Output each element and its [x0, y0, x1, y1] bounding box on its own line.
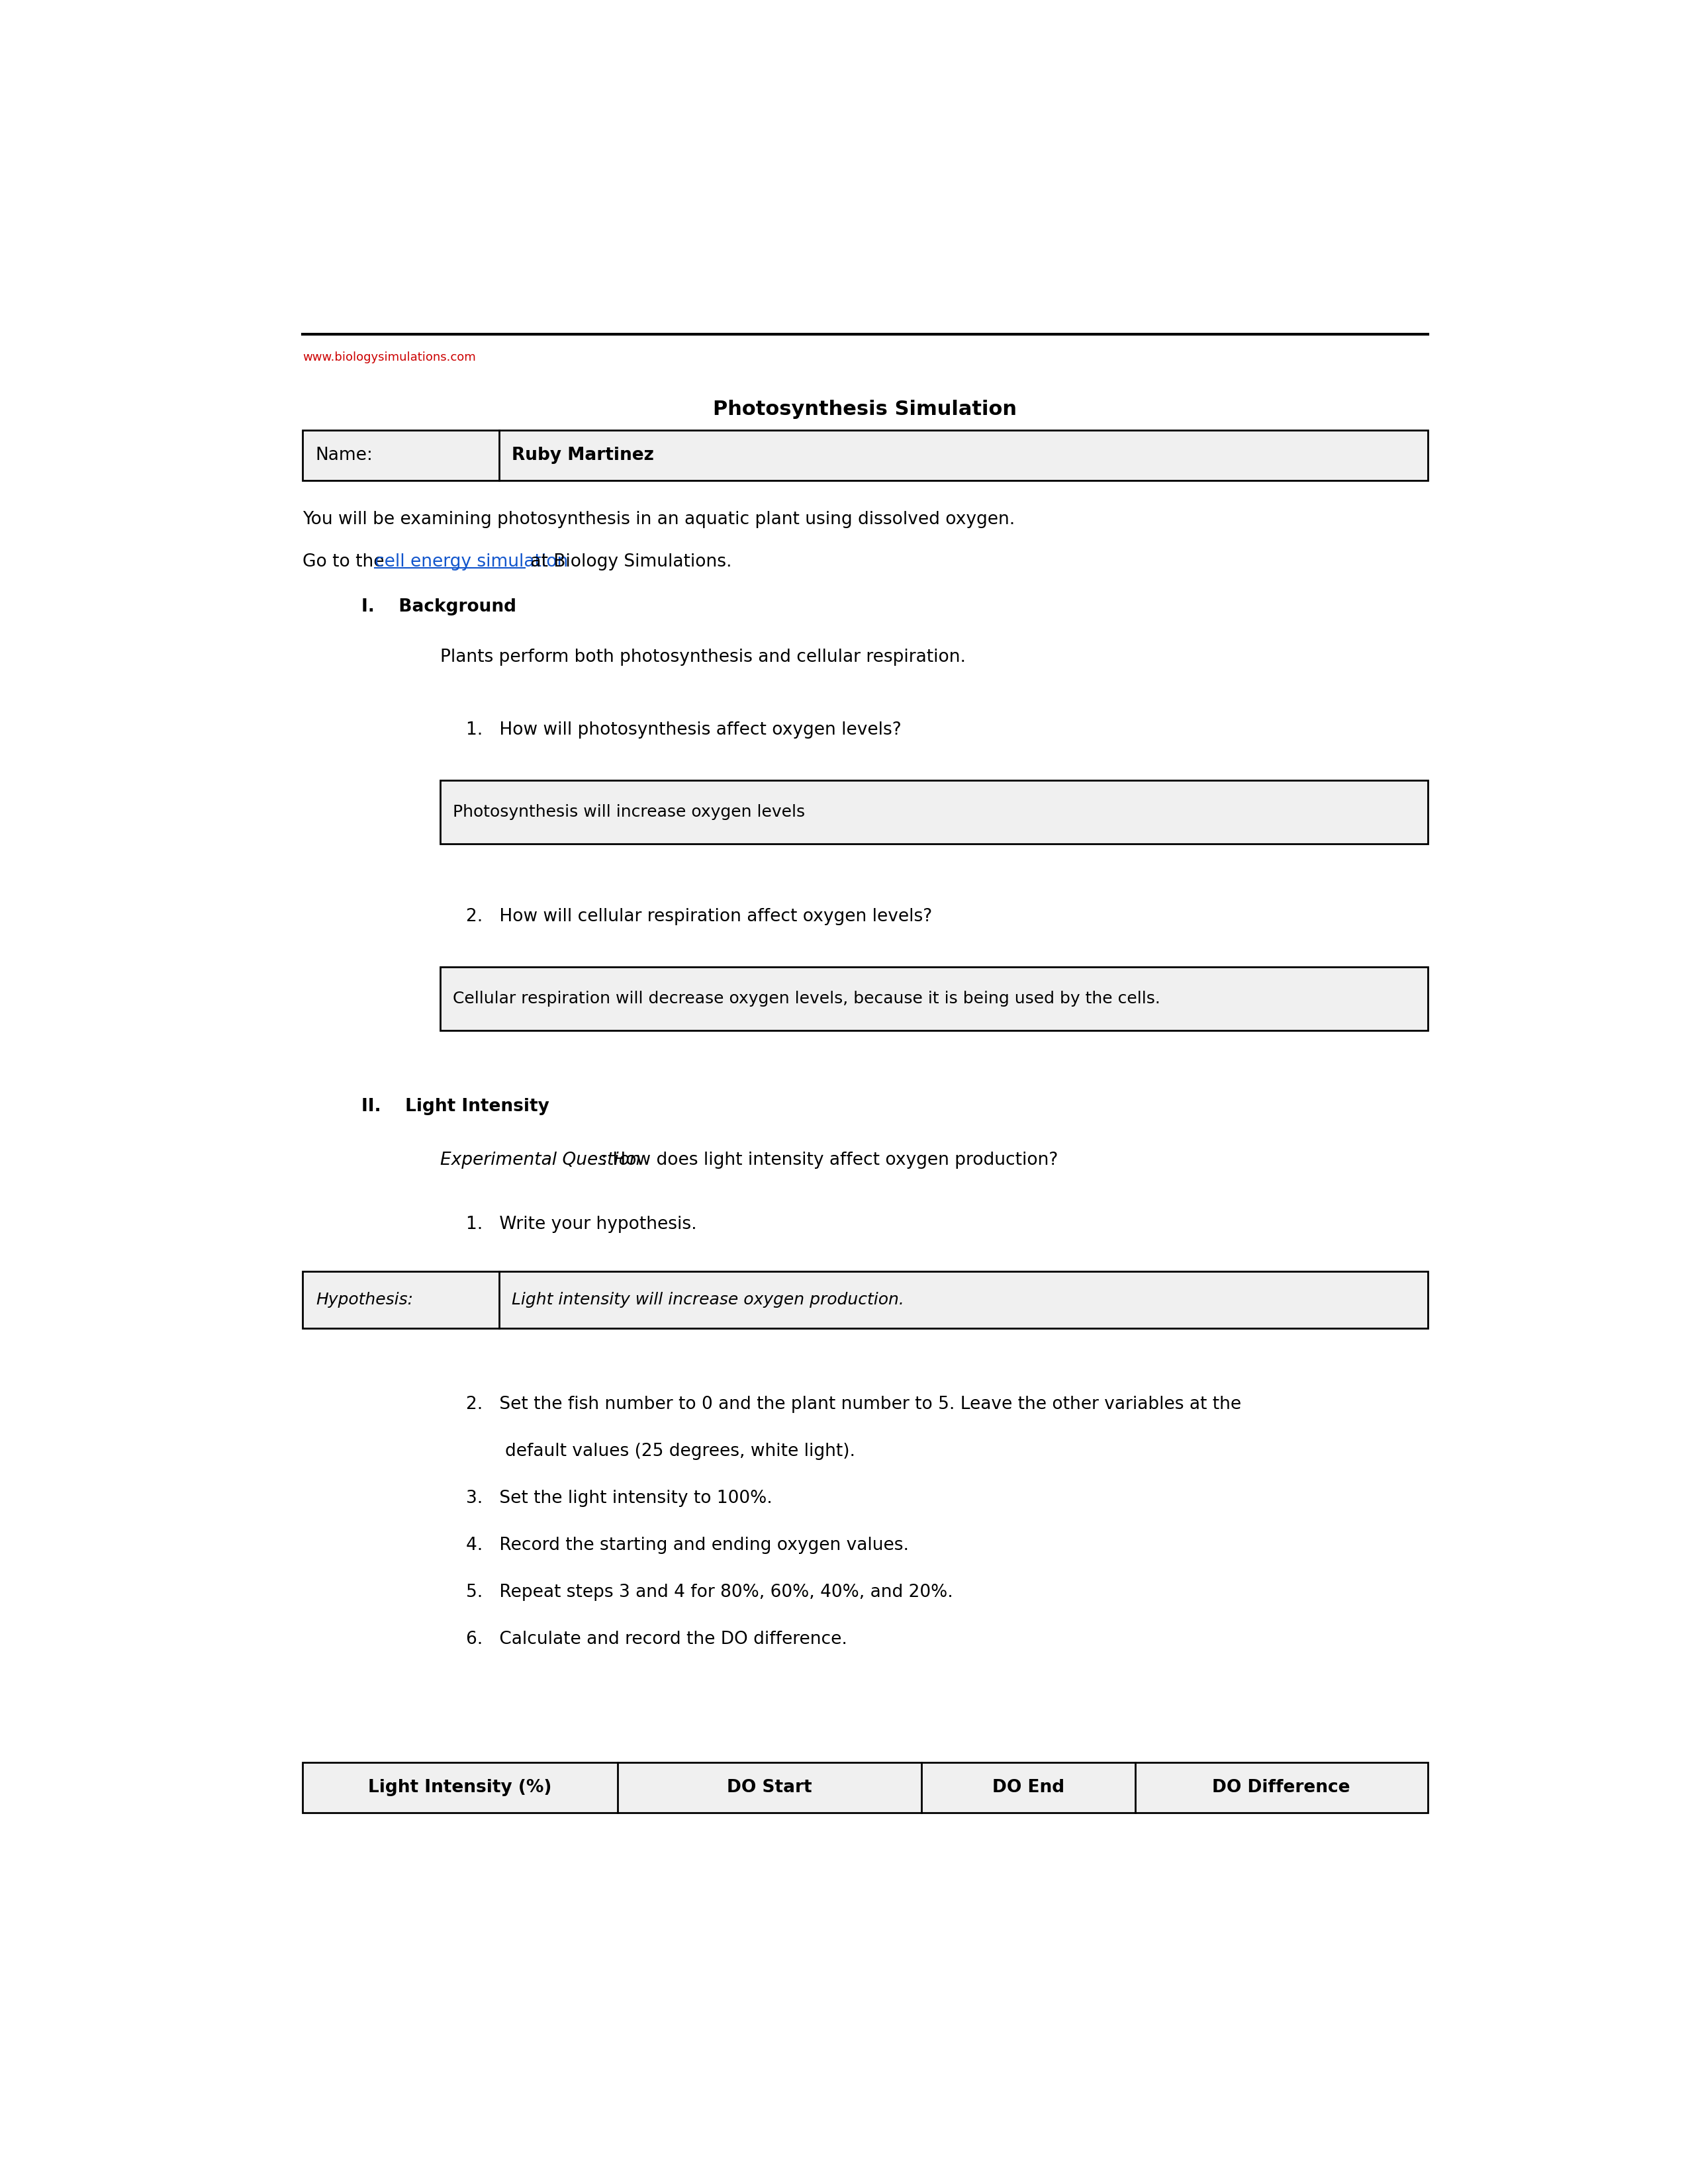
Text: Ruby Martinez: Ruby Martinez	[511, 448, 655, 463]
Text: I.    Background: I. Background	[361, 598, 517, 616]
FancyBboxPatch shape	[441, 780, 1428, 843]
Text: You will be examining photosynthesis in an aquatic plant using dissolved oxygen.: You will be examining photosynthesis in …	[302, 511, 1014, 529]
Text: Name:: Name:	[316, 448, 373, 463]
Text: Hypothesis:: Hypothesis:	[316, 1291, 414, 1308]
FancyBboxPatch shape	[441, 968, 1428, 1031]
Text: Light Intensity (%): Light Intensity (%)	[368, 1778, 552, 1795]
Text: Experimental Question: Experimental Question	[441, 1151, 640, 1168]
Text: 4.   Record the starting and ending oxygen values.: 4. Record the starting and ending oxygen…	[466, 1538, 908, 1555]
Text: 1.   How will photosynthesis affect oxygen levels?: 1. How will photosynthesis affect oxygen…	[466, 721, 901, 738]
Text: at Biology Simulations.: at Biology Simulations.	[525, 553, 733, 570]
Text: 2.   Set the fish number to 0 and the plant number to 5. Leave the other variabl: 2. Set the fish number to 0 and the plan…	[466, 1396, 1241, 1413]
Text: 6.   Calculate and record the DO difference.: 6. Calculate and record the DO differenc…	[466, 1631, 847, 1649]
Text: www.biologysimulations.com: www.biologysimulations.com	[302, 352, 476, 363]
Text: default values (25 degrees, white light).: default values (25 degrees, white light)…	[505, 1444, 856, 1459]
Text: cell energy simulation: cell energy simulation	[375, 553, 567, 570]
Text: Plants perform both photosynthesis and cellular respiration.: Plants perform both photosynthesis and c…	[441, 649, 966, 666]
Text: 2.   How will cellular respiration affect oxygen levels?: 2. How will cellular respiration affect …	[466, 909, 932, 926]
Text: Light intensity will increase oxygen production.: Light intensity will increase oxygen pro…	[511, 1291, 905, 1308]
Text: 5.   Repeat steps 3 and 4 for 80%, 60%, 40%, and 20%.: 5. Repeat steps 3 and 4 for 80%, 60%, 40…	[466, 1583, 954, 1601]
Text: Photosynthesis will increase oxygen levels: Photosynthesis will increase oxygen leve…	[452, 804, 805, 819]
Text: 1.   Write your hypothesis.: 1. Write your hypothesis.	[466, 1216, 697, 1232]
Text: II.    Light Intensity: II. Light Intensity	[361, 1099, 549, 1116]
Text: Cellular respiration will decrease oxygen levels, because it is being used by th: Cellular respiration will decrease oxyge…	[452, 992, 1161, 1007]
Text: 3.   Set the light intensity to 100%.: 3. Set the light intensity to 100%.	[466, 1489, 773, 1507]
FancyBboxPatch shape	[302, 1762, 1428, 1813]
Text: DO End: DO End	[993, 1778, 1065, 1795]
Text: Photosynthesis Simulation: Photosynthesis Simulation	[712, 400, 1016, 419]
Text: : How does light intensity affect oxygen production?: : How does light intensity affect oxygen…	[601, 1151, 1058, 1168]
Text: Go to the: Go to the	[302, 553, 390, 570]
FancyBboxPatch shape	[302, 430, 1428, 480]
Text: DO Difference: DO Difference	[1212, 1778, 1350, 1795]
FancyBboxPatch shape	[302, 1271, 1428, 1328]
Text: DO Start: DO Start	[728, 1778, 812, 1795]
